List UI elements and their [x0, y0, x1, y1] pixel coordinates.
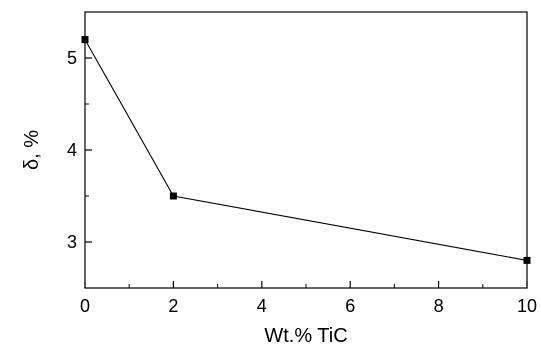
x-tick-label: 10	[517, 296, 537, 316]
x-axis-title: Wt.% TiC	[264, 325, 347, 347]
x-tick-label: 8	[434, 296, 444, 316]
x-axis-ticks: 0 2 4 6 8 10	[80, 281, 537, 316]
x-tick-label: 2	[168, 296, 178, 316]
series-layer	[81, 36, 531, 264]
y-axis-title: δ, %	[21, 130, 43, 170]
plot-frame	[84, 11, 528, 289]
x-tick-label: 4	[257, 296, 267, 316]
data-point	[81, 36, 89, 44]
x-tick-label: 0	[80, 296, 90, 316]
series-line	[84, 39, 528, 261]
y-tick-label: 5	[67, 48, 77, 68]
data-point	[169, 192, 177, 200]
y-axis-ticks: 3 4 5	[67, 48, 92, 252]
data-point	[523, 256, 531, 264]
y-tick-label: 3	[67, 232, 77, 252]
y-tick-label: 4	[67, 140, 77, 160]
x-tick-label: 6	[345, 296, 355, 316]
